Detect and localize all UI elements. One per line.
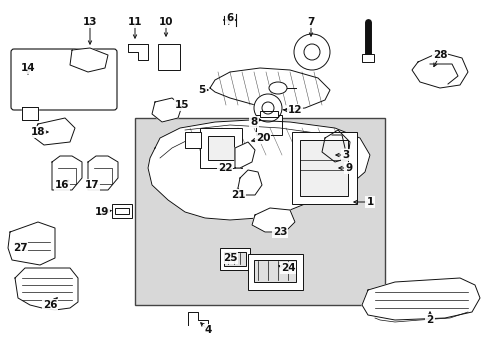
Text: 4: 4 <box>204 325 211 335</box>
Text: 25: 25 <box>223 253 237 263</box>
Text: 6: 6 <box>226 13 233 23</box>
Polygon shape <box>411 52 467 88</box>
Text: 3: 3 <box>342 150 349 160</box>
Text: 13: 13 <box>82 17 97 27</box>
Polygon shape <box>251 208 294 232</box>
Polygon shape <box>209 68 329 110</box>
Polygon shape <box>22 107 38 120</box>
Text: 10: 10 <box>159 17 173 27</box>
Text: 5: 5 <box>198 85 205 95</box>
Text: 21: 21 <box>230 190 245 200</box>
Ellipse shape <box>268 82 286 94</box>
Circle shape <box>253 94 282 122</box>
Polygon shape <box>128 44 148 60</box>
Polygon shape <box>235 142 254 168</box>
Polygon shape <box>152 98 182 122</box>
Bar <box>247 254 303 290</box>
Text: 26: 26 <box>42 300 57 310</box>
Text: 11: 11 <box>127 17 142 27</box>
Polygon shape <box>88 156 118 190</box>
Bar <box>253 260 295 282</box>
Text: 24: 24 <box>280 263 295 273</box>
Text: 18: 18 <box>31 127 45 137</box>
Polygon shape <box>361 278 479 320</box>
Bar <box>256 115 282 135</box>
Polygon shape <box>32 118 75 145</box>
Bar <box>135 118 384 305</box>
Text: 7: 7 <box>306 17 314 27</box>
Text: 8: 8 <box>250 117 257 127</box>
Text: 17: 17 <box>84 180 99 190</box>
Bar <box>158 44 180 70</box>
Text: 12: 12 <box>287 105 302 115</box>
Text: 27: 27 <box>13 243 27 253</box>
Polygon shape <box>321 130 349 162</box>
Polygon shape <box>8 222 55 265</box>
Text: 19: 19 <box>95 207 109 217</box>
Text: 23: 23 <box>272 227 286 237</box>
Text: 14: 14 <box>20 63 35 73</box>
Polygon shape <box>52 156 82 190</box>
Text: 28: 28 <box>432 50 447 60</box>
Bar <box>361 54 373 62</box>
Bar <box>260 111 278 117</box>
Text: 15: 15 <box>174 100 189 110</box>
Bar <box>207 136 234 160</box>
Polygon shape <box>238 170 262 195</box>
Bar <box>299 140 347 196</box>
Bar <box>112 204 132 218</box>
Polygon shape <box>148 120 369 220</box>
FancyBboxPatch shape <box>11 49 117 110</box>
Bar <box>220 248 249 270</box>
Text: 22: 22 <box>217 163 232 173</box>
Text: 20: 20 <box>255 133 270 143</box>
Bar <box>224 252 245 266</box>
Text: 1: 1 <box>366 197 373 207</box>
Polygon shape <box>70 48 108 72</box>
Polygon shape <box>15 268 78 310</box>
Text: 2: 2 <box>426 315 433 325</box>
Bar <box>184 132 201 148</box>
Text: 16: 16 <box>55 180 69 190</box>
Text: 9: 9 <box>345 163 352 173</box>
Bar <box>115 208 129 214</box>
Bar <box>200 128 242 168</box>
Bar <box>291 132 356 204</box>
